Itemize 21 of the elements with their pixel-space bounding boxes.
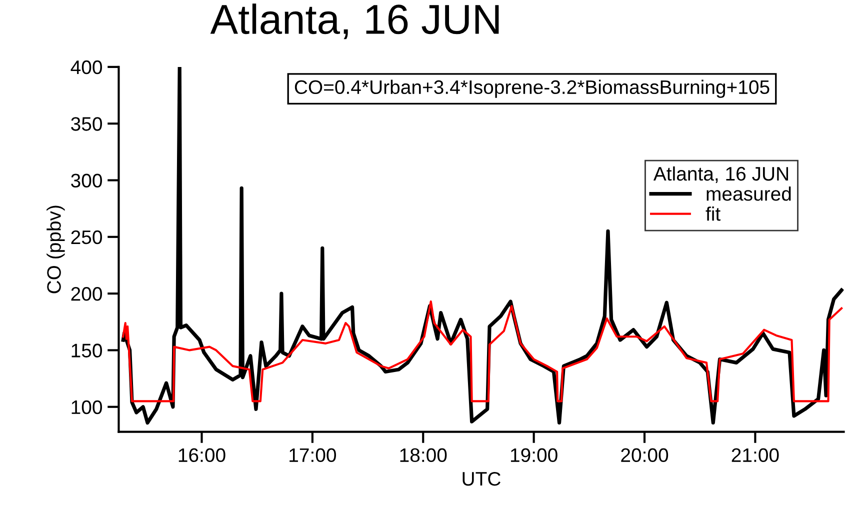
x-axis-title: UTC xyxy=(462,472,500,486)
y-tick-label: 400 xyxy=(70,60,102,74)
x-tick-label: 16:00 xyxy=(178,448,226,462)
annotation: CO=0.4*Urban+3.4*Isoprene-3.2*BiomassBurning+105 xyxy=(294,80,770,98)
legend-title: Atlanta, 16 JUN xyxy=(653,166,788,183)
legend-label: fit xyxy=(706,206,720,221)
x-tick-label: 17:00 xyxy=(290,448,336,462)
y-tick-label: 100 xyxy=(72,400,102,414)
y-tick-label: 150 xyxy=(72,344,102,358)
y-tick-label: 250 xyxy=(71,230,102,244)
x-tick-label: 19:00 xyxy=(510,448,558,462)
y-axis-title: CO (ppbv) xyxy=(46,206,65,294)
y-tick-label: 300 xyxy=(71,174,102,188)
x-tick-label: 21:00 xyxy=(732,448,779,462)
legend-label: measured xyxy=(706,186,791,201)
chart-title: Atlanta, 16 JUN xyxy=(210,4,499,40)
line-series xyxy=(122,300,843,402)
y-tick-label: 200 xyxy=(71,287,102,301)
x-tick-label: 20:00 xyxy=(621,448,668,462)
x-tick-label: 18:00 xyxy=(400,448,447,462)
y-tick-label: 350 xyxy=(71,117,102,131)
